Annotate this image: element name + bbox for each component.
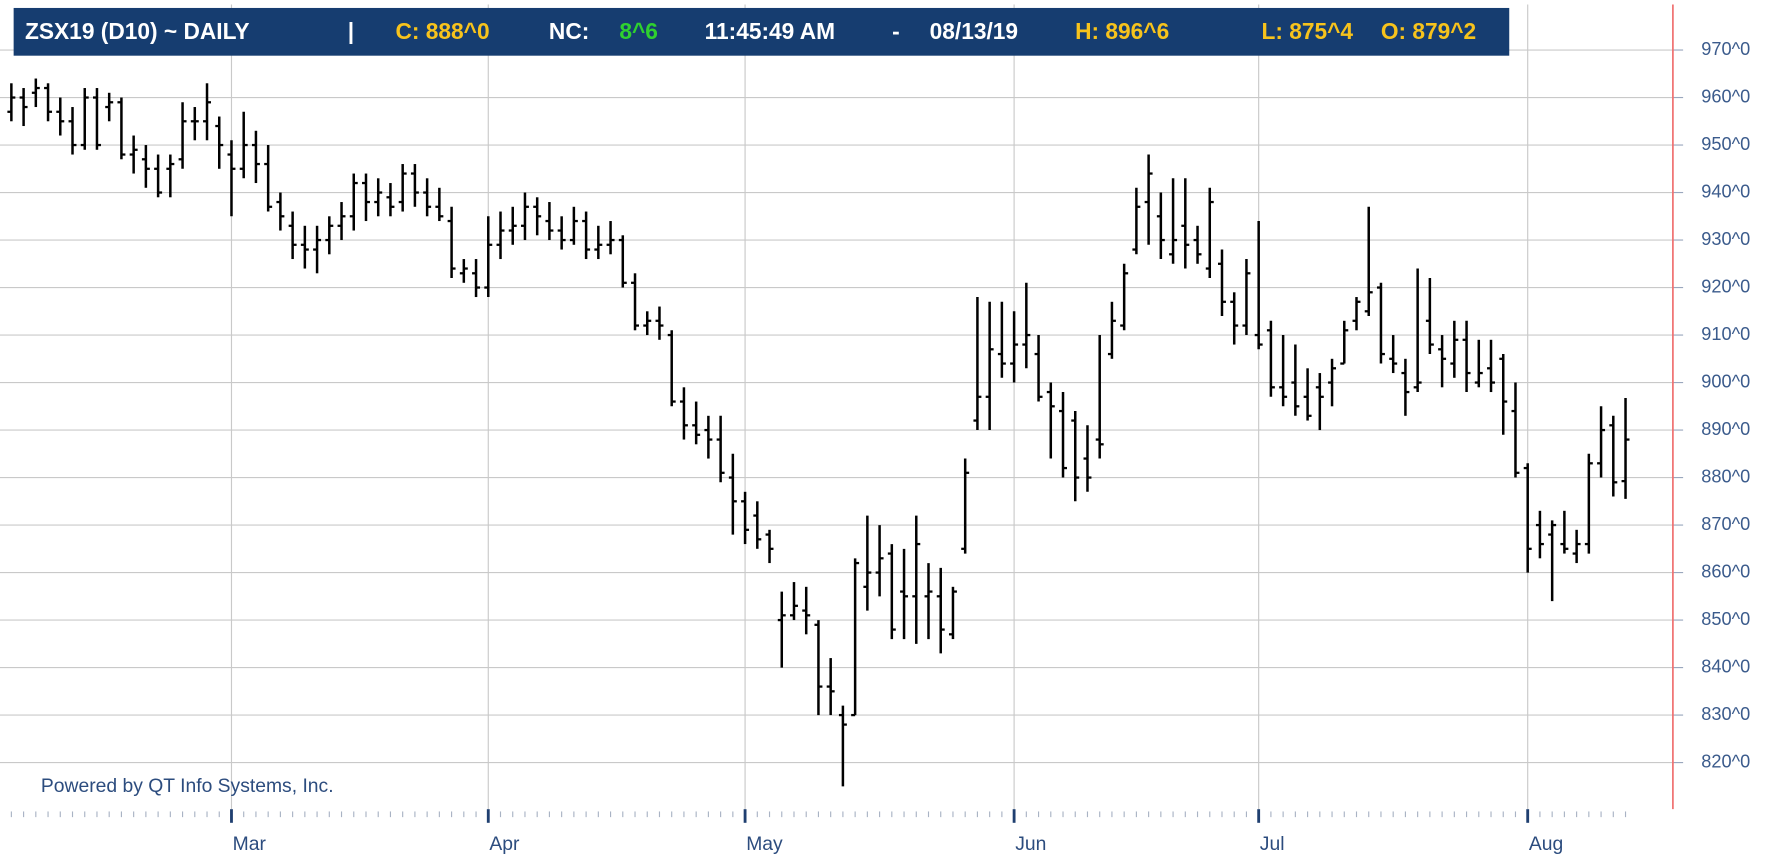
y-tick-label: 850^0 bbox=[1701, 609, 1750, 629]
header-net-change: 8^6 bbox=[619, 18, 658, 44]
header-time: 11:45:49 AM bbox=[705, 18, 835, 44]
header-close: C: 888^0 bbox=[395, 18, 489, 44]
y-tick-label: 840^0 bbox=[1701, 656, 1750, 676]
x-tick-label: Apr bbox=[489, 834, 520, 855]
y-tick-label: 930^0 bbox=[1701, 229, 1750, 249]
y-tick-label: 860^0 bbox=[1701, 561, 1750, 581]
y-tick-label: 870^0 bbox=[1701, 514, 1750, 534]
header-high: H: 896^6 bbox=[1075, 18, 1169, 44]
y-tick-label: 890^0 bbox=[1701, 419, 1750, 439]
x-tick-label: Jul bbox=[1260, 834, 1285, 855]
y-tick-label: 830^0 bbox=[1701, 704, 1750, 724]
y-tick-label: 880^0 bbox=[1701, 466, 1750, 486]
y-tick-label: 910^0 bbox=[1701, 324, 1750, 344]
header-dash: - bbox=[892, 18, 900, 44]
header-symbol: ZSX19 (D10) ~ DAILY bbox=[25, 18, 250, 44]
y-tick-label: 940^0 bbox=[1701, 181, 1750, 201]
x-tick-label: Mar bbox=[233, 834, 267, 855]
x-tick-label: Jun bbox=[1015, 834, 1046, 855]
grid-layer bbox=[0, 4, 1684, 823]
header-open: O: 879^2 bbox=[1381, 18, 1476, 44]
x-tick-label: May bbox=[746, 834, 783, 855]
header-bar bbox=[13, 7, 1510, 56]
header-date: 08/13/19 bbox=[930, 18, 1018, 44]
y-tick-label: 820^0 bbox=[1701, 751, 1750, 771]
header-separator: | bbox=[348, 18, 354, 44]
footer-credit: Powered by QT Info Systems, Inc. bbox=[41, 776, 334, 797]
y-tick-label: 950^0 bbox=[1701, 134, 1750, 154]
bars-layer bbox=[7, 78, 1630, 787]
x-tick-label: Aug bbox=[1529, 834, 1563, 855]
y-tick-label: 960^0 bbox=[1701, 86, 1750, 106]
y-tick-label: 900^0 bbox=[1701, 371, 1750, 391]
y-tick-label: 970^0 bbox=[1701, 39, 1750, 59]
header-net-change-label: NC: bbox=[549, 18, 589, 44]
header-low: L: 875^4 bbox=[1261, 18, 1353, 44]
y-tick-label: 920^0 bbox=[1701, 276, 1750, 296]
